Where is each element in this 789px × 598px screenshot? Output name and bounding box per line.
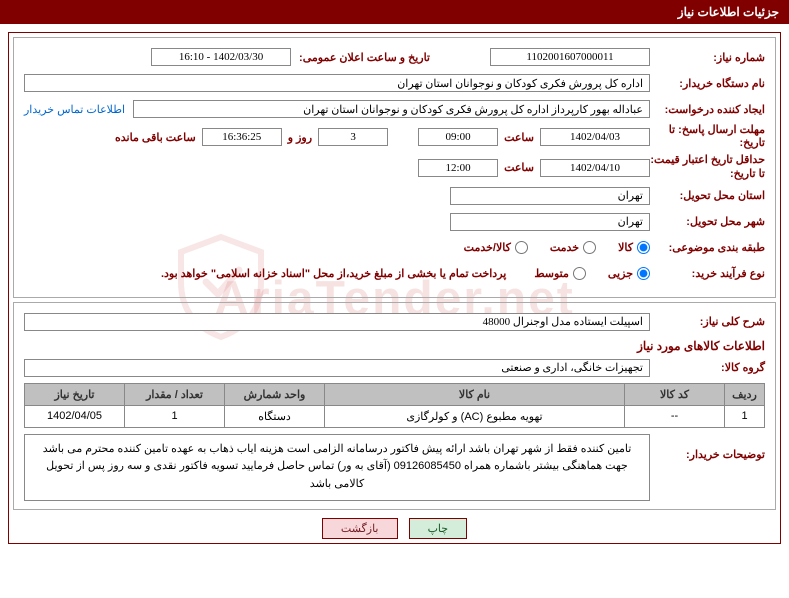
form-fieldset: شماره نیاز: تاریخ و ساعت اعلان عمومی: نا… <box>13 37 776 298</box>
process-radio-group: جزیی متوسط <box>516 267 650 280</box>
row-validity: حداقل تاریخ اعتبار قیمت: تا تاریخ: ساعت <box>24 154 765 180</box>
td-name: تهویه مطبوع (AC) و کولرگازی <box>325 405 625 427</box>
back-button[interactable]: بازگشت <box>322 518 398 539</box>
main-container: شماره نیاز: تاریخ و ساعت اعلان عمومی: نا… <box>8 32 781 544</box>
row-need-number: شماره نیاز: تاریخ و ساعت اعلان عمومی: <box>24 46 765 68</box>
row-deadline: مهلت ارسال پاسخ: تا تاریخ: ساعت روز و سا… <box>24 124 765 150</box>
button-row: چاپ بازگشت <box>13 518 776 539</box>
radio-goods-label: کالا <box>618 241 633 254</box>
buyer-org-label: نام دستگاه خریدار: <box>650 77 765 90</box>
deadline-label: مهلت ارسال پاسخ: تا تاریخ: <box>650 124 765 150</box>
table-header-row: ردیف کد کالا نام کالا واحد شمارش تعداد /… <box>25 383 765 405</box>
deadline-date-input[interactable] <box>540 128 650 146</box>
summary-fieldset: شرح کلی نیاز: اطلاعات کالاهای مورد نیاز … <box>13 302 776 510</box>
td-qty: 1 <box>125 405 225 427</box>
goods-table: ردیف کد کالا نام کالا واحد شمارش تعداد /… <box>24 383 765 428</box>
goods-group-label: گروه کالا: <box>650 361 765 374</box>
radio-medium[interactable] <box>573 267 586 280</box>
th-date: تاریخ نیاز <box>25 383 125 405</box>
requester-label: ایجاد کننده درخواست: <box>650 103 765 116</box>
row-buyer-notes: توضیحات خریدار: تامین کننده فقط از شهر ت… <box>24 434 765 501</box>
time-label-1: ساعت <box>504 131 534 144</box>
td-code: -- <box>625 405 725 427</box>
need-number-label: شماره نیاز: <box>650 51 765 64</box>
announce-date-label: تاریخ و ساعت اعلان عمومی: <box>299 51 430 64</box>
validity-date-input[interactable] <box>540 159 650 177</box>
city-label: شهر محل تحویل: <box>650 215 765 228</box>
category-label: طبقه بندی موضوعی: <box>650 241 765 254</box>
page-header: جزئیات اطلاعات نیاز <box>0 0 789 24</box>
goods-section-title: اطلاعات کالاهای مورد نیاز <box>24 339 765 353</box>
td-row: 1 <box>725 405 765 427</box>
print-button[interactable]: چاپ <box>409 518 468 539</box>
radio-goods[interactable] <box>637 241 650 254</box>
radio-both[interactable] <box>515 241 528 254</box>
time-label-2: ساعت <box>504 161 534 174</box>
announce-date-input[interactable] <box>151 48 291 66</box>
contact-link[interactable]: اطلاعات تماس خریدار <box>24 103 125 116</box>
validity-time-input[interactable] <box>418 159 498 177</box>
row-city: شهر محل تحویل: <box>24 211 765 233</box>
row-buyer-org: نام دستگاه خریدار: <box>24 72 765 94</box>
row-province: استان محل تحویل: <box>24 185 765 207</box>
need-number-input[interactable] <box>490 48 650 66</box>
requester-input[interactable] <box>133 100 650 118</box>
th-name: نام کالا <box>325 383 625 405</box>
row-requester: ایجاد کننده درخواست: اطلاعات تماس خریدار <box>24 98 765 120</box>
process-label: نوع فرآیند خرید: <box>650 267 765 280</box>
row-summary: شرح کلی نیاز: <box>24 311 765 333</box>
th-unit: واحد شمارش <box>225 383 325 405</box>
row-goods-group: گروه کالا: <box>24 357 765 379</box>
row-process: نوع فرآیند خرید: جزیی متوسط پرداخت تمام … <box>24 263 765 285</box>
summary-label: شرح کلی نیاز: <box>650 315 765 328</box>
remaining-time-input[interactable] <box>202 128 282 146</box>
th-row: ردیف <box>725 383 765 405</box>
remaining-label: ساعت باقی مانده <box>115 131 196 144</box>
radio-both-label: کالا/خدمت <box>464 241 511 254</box>
summary-input[interactable] <box>24 313 650 331</box>
city-input[interactable] <box>450 213 650 231</box>
province-label: استان محل تحویل: <box>650 189 765 202</box>
th-code: کد کالا <box>625 383 725 405</box>
remaining-days-input[interactable] <box>318 128 388 146</box>
category-radio-group: کالا خدمت کالا/خدمت <box>446 241 650 254</box>
province-input[interactable] <box>450 187 650 205</box>
radio-partial-label: جزیی <box>608 267 633 280</box>
th-qty: تعداد / مقدار <box>125 383 225 405</box>
radio-medium-label: متوسط <box>534 267 569 280</box>
validity-label: حداقل تاریخ اعتبار قیمت: تا تاریخ: <box>650 154 765 180</box>
buyer-org-input[interactable] <box>24 74 650 92</box>
deadline-time-input[interactable] <box>418 128 498 146</box>
goods-group-input[interactable] <box>24 359 650 377</box>
buyer-notes-label: توضیحات خریدار: <box>650 434 765 461</box>
radio-service[interactable] <box>583 241 596 254</box>
radio-service-label: خدمت <box>550 241 579 254</box>
buyer-notes-box: تامین کننده فقط از شهر تهران باشد ارائه … <box>24 434 650 501</box>
process-note: پرداخت تمام یا بخشی از مبلغ خرید،از محل … <box>161 267 506 280</box>
radio-partial[interactable] <box>637 267 650 280</box>
table-row: 1 -- تهویه مطبوع (AC) و کولرگازی دستگاه … <box>25 405 765 427</box>
td-date: 1402/04/05 <box>25 405 125 427</box>
td-unit: دستگاه <box>225 405 325 427</box>
days-and-label: روز و <box>288 131 312 144</box>
row-category: طبقه بندی موضوعی: کالا خدمت کالا/خدمت <box>24 237 765 259</box>
